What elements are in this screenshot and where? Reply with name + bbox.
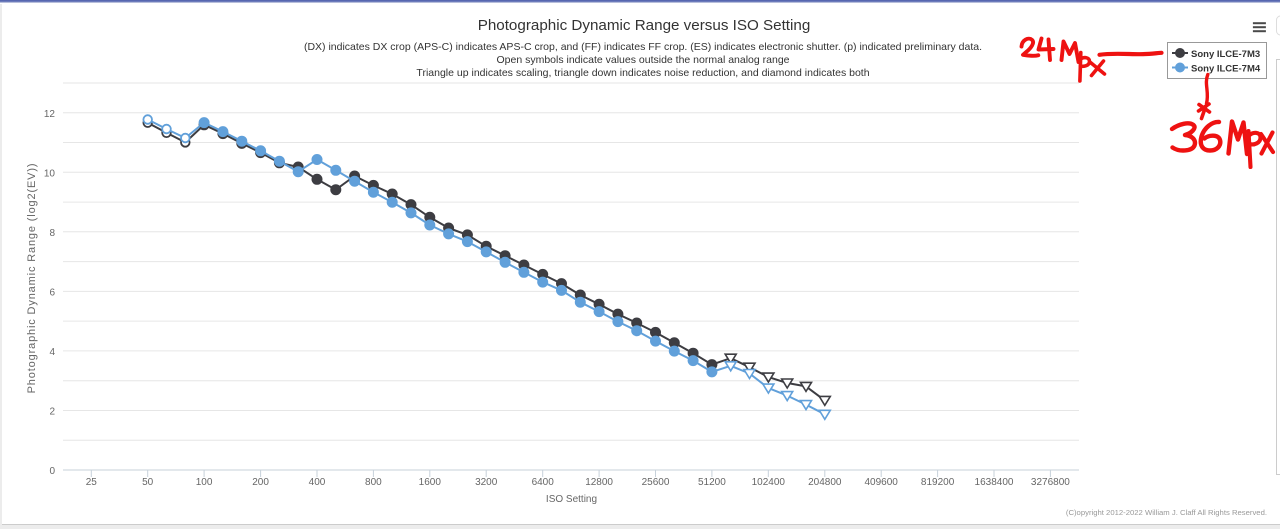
svg-text:ISO Setting: ISO Setting <box>546 494 597 505</box>
svg-text:25600: 25600 <box>642 477 670 488</box>
svg-text:200: 200 <box>252 477 269 488</box>
svg-text:409600: 409600 <box>865 477 899 488</box>
svg-text:Sony ILCE-7M4: Sony ILCE-7M4 <box>1191 64 1261 75</box>
svg-text:8: 8 <box>49 228 55 239</box>
svg-text:102400: 102400 <box>752 477 786 488</box>
svg-text:(DX) indicates DX crop (APS-C): (DX) indicates DX crop (APS-C) indicates… <box>304 41 982 53</box>
svg-text:12: 12 <box>44 109 56 120</box>
svg-text:3200: 3200 <box>475 477 498 488</box>
svg-text:51200: 51200 <box>698 477 726 488</box>
svg-text:Open symbols indicate values o: Open symbols indicate values outside the… <box>496 54 789 66</box>
svg-text:1638400: 1638400 <box>975 477 1014 488</box>
svg-text:Photographic Dynamic Range (lo: Photographic Dynamic Range (log2(EV)) <box>26 163 38 394</box>
svg-text:204800: 204800 <box>808 477 842 488</box>
svg-text:Sony ILCE-7M3: Sony ILCE-7M3 <box>1191 49 1260 60</box>
svg-text:(C)opyright 2012-2022 William: (C)opyright 2012-2022 William J. Claff A… <box>1066 508 1267 517</box>
svg-text:2: 2 <box>49 407 55 418</box>
svg-text:12800: 12800 <box>585 477 613 488</box>
svg-text:1600: 1600 <box>419 477 442 488</box>
svg-text:3276800: 3276800 <box>1031 477 1070 488</box>
svg-text:400: 400 <box>309 477 326 488</box>
svg-text:Triangle up indicates scaling,: Triangle up indicates scaling, triangle … <box>416 67 869 79</box>
svg-text:4: 4 <box>49 347 55 358</box>
svg-text:100: 100 <box>196 477 213 488</box>
svg-text:10: 10 <box>44 168 56 179</box>
svg-text:50: 50 <box>142 477 154 488</box>
svg-text:6400: 6400 <box>532 477 555 488</box>
svg-text:6: 6 <box>49 287 55 298</box>
svg-text:0: 0 <box>49 466 55 477</box>
svg-text:819200: 819200 <box>921 477 955 488</box>
svg-text:25: 25 <box>86 477 98 488</box>
svg-text:Photographic Dynamic Range ver: Photographic Dynamic Range versus ISO Se… <box>478 17 811 34</box>
svg-text:800: 800 <box>365 477 382 488</box>
